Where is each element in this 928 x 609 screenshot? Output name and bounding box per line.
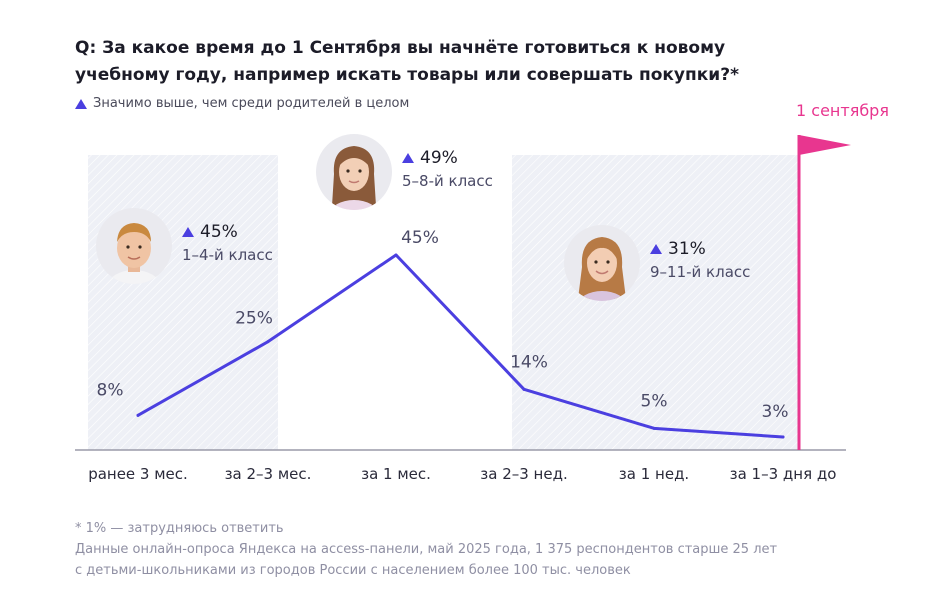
girl-avatar: [316, 134, 392, 210]
teen-girl-avatar: [564, 225, 640, 301]
source-line-1: Данные онлайн-опроса Яндекса на access-п…: [75, 542, 778, 557]
card-percent: 45%: [200, 222, 238, 242]
flag-icon: [799, 135, 851, 155]
data-point: [781, 435, 785, 439]
data-point: [394, 253, 398, 257]
x-tick-label: за 2–3 нед.: [480, 465, 567, 483]
data-point: [652, 426, 656, 430]
card-grade-1-4: 45% 1–4-й класс: [96, 208, 273, 284]
flag-label: 1 сентября: [796, 101, 889, 120]
card-grade: 1–4-й класс: [182, 246, 273, 264]
triangle-up-icon: [182, 227, 194, 237]
x-tick-label: за 1 мес.: [361, 465, 431, 483]
significance-legend: Значимо выше, чем среди родителей в цело…: [75, 96, 409, 111]
data-point: [522, 387, 526, 391]
significance-legend-text: Значимо выше, чем среди родителей в цело…: [93, 96, 410, 111]
card-percent: 49%: [420, 148, 458, 168]
question-title: Q: За какое время до 1 Сентября вы начнё…: [75, 38, 739, 85]
footer: * 1% — затрудняюсь ответить Данные онлай…: [75, 518, 777, 581]
x-tick-label: за 2–3 мес.: [225, 465, 312, 483]
card-grade-5-8: 49% 5–8-й класс: [316, 134, 493, 210]
data-label: 45%: [401, 228, 439, 248]
card-percent: 31%: [668, 239, 706, 259]
shaded-band-early: [88, 155, 278, 450]
data-label: 3%: [762, 402, 789, 422]
card-grade: 9–11-й класс: [650, 263, 751, 281]
x-tick-label: за 1–3 дня до: [730, 465, 837, 483]
data-point: [136, 413, 140, 417]
data-label: 5%: [641, 391, 668, 411]
card-grade-9-11: 31% 9–11-й класс: [564, 225, 750, 301]
data-label: 8%: [97, 380, 124, 400]
data-label: 25%: [235, 309, 273, 329]
boy-avatar: [96, 208, 172, 284]
x-tick-label: за 1 нед.: [619, 465, 689, 483]
x-tick-label: ранее 3 мес.: [88, 465, 188, 483]
triangle-up-icon: [402, 153, 414, 163]
series-line: [136, 253, 785, 439]
card-grade: 5–8-й класс: [402, 172, 493, 190]
data-label: 14%: [510, 352, 548, 372]
source-line-2: с детьми-школьниками из городов России с…: [75, 563, 631, 578]
data-point: [266, 340, 270, 344]
triangle-up-icon: [75, 98, 87, 109]
triangle-up-icon: [650, 244, 662, 254]
footnote: * 1% — затрудняюсь ответить: [75, 521, 284, 536]
